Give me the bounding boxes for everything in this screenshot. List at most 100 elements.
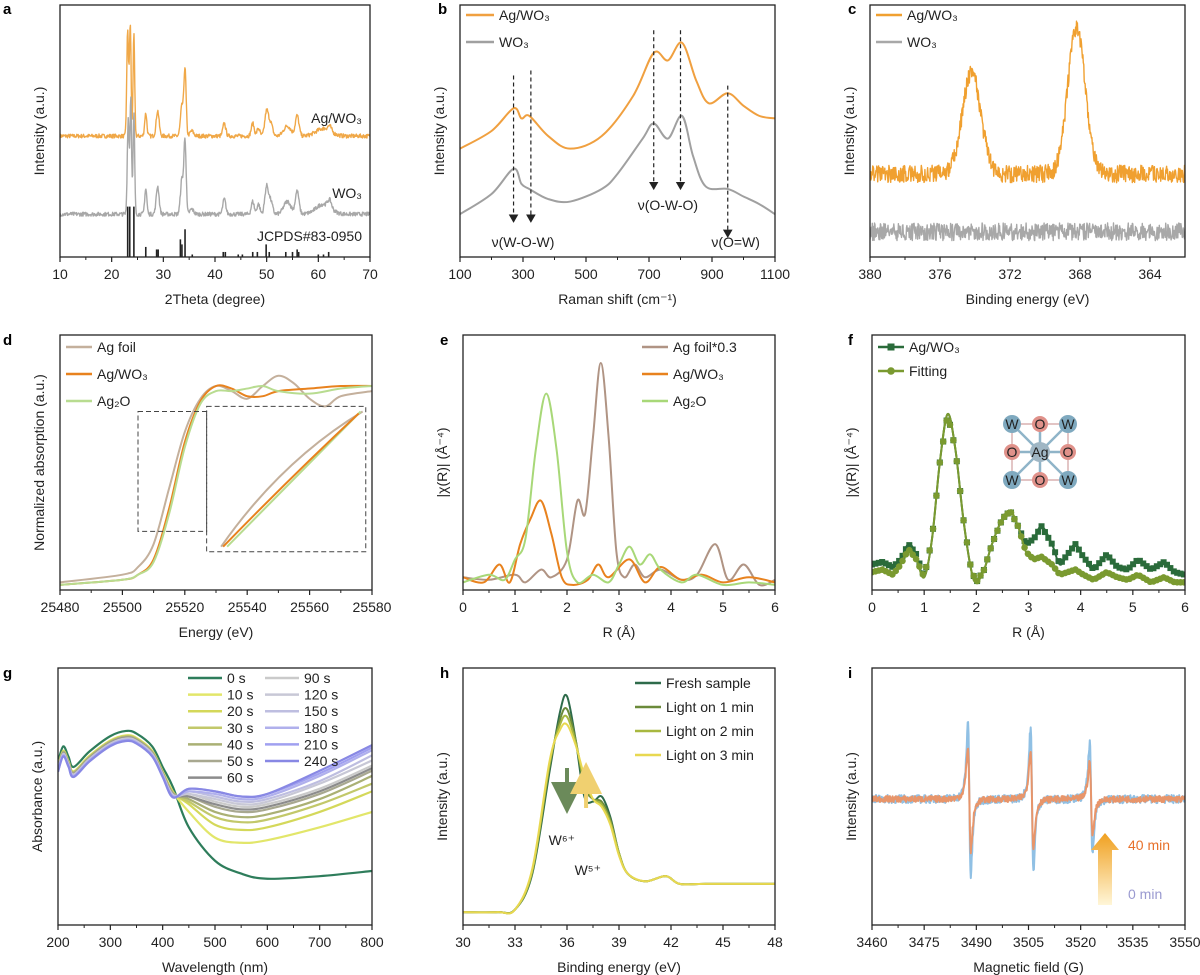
data-point xyxy=(892,561,899,568)
legend-label: Ag₂O xyxy=(673,393,707,409)
atom-label: O xyxy=(1063,444,1074,460)
data-point xyxy=(1109,558,1116,565)
data-point xyxy=(946,421,954,429)
series-line xyxy=(463,499,775,586)
tungsten-atom xyxy=(1003,471,1021,489)
data-point xyxy=(970,572,978,580)
data-point xyxy=(1092,564,1099,571)
data-point xyxy=(1143,563,1150,570)
legend-label: Ag/WO₃ xyxy=(499,7,550,23)
legend-label: WO₃ xyxy=(907,34,937,50)
legend-item: Ag₂O xyxy=(66,393,131,409)
data-point xyxy=(1011,515,1018,523)
atom-label: W xyxy=(1005,472,1019,488)
data-point xyxy=(1177,570,1184,577)
legend-item: 150 s xyxy=(265,703,338,719)
data-point xyxy=(1180,571,1185,578)
series-line xyxy=(870,222,1185,242)
inset-box xyxy=(206,405,367,553)
x-axis-label: Raman shift (cm⁻¹) xyxy=(558,291,677,307)
x-tick-label: 200 xyxy=(46,934,70,950)
plot-area xyxy=(60,374,372,586)
panel-e: e 0 1 2 3 4 5 6 R (Å) |χ(R)| (Å⁻⁴) Ag foil*0.3 Ag/W… xyxy=(434,332,779,640)
annotation: 40 min xyxy=(1128,837,1170,853)
legend-item: 40 s xyxy=(188,736,253,752)
annotation: W⁶⁺ xyxy=(549,832,575,848)
legend-item: Fitting xyxy=(878,363,947,379)
data-point xyxy=(1014,522,1022,530)
y-axis-label: Intensity (a.u.) xyxy=(431,87,447,176)
data-point xyxy=(1147,565,1154,572)
data-point xyxy=(1116,564,1123,571)
data-point xyxy=(1075,546,1082,553)
series-line xyxy=(463,722,775,915)
data-point xyxy=(1099,556,1106,563)
legend: Ag foil Ag/WO₃ Ag₂O xyxy=(66,339,148,409)
legend: Ag/WO₃ Fitting xyxy=(878,339,960,379)
legend-item: Ag/WO₃ xyxy=(878,339,960,355)
x-tick-label: 5 xyxy=(1129,599,1137,615)
data-point xyxy=(997,519,1005,526)
data-point xyxy=(1021,538,1028,545)
x-tick-label: 45 xyxy=(715,934,731,950)
series-line xyxy=(463,392,775,587)
data-point xyxy=(956,487,964,495)
legend-label: 20 s xyxy=(227,703,253,719)
atom-label: O xyxy=(1035,416,1046,432)
x-tick-label: 6 xyxy=(771,599,779,615)
x-tick-label: 0 xyxy=(459,599,467,615)
data-point xyxy=(994,527,1001,535)
atom-label: W xyxy=(1005,416,1019,432)
legend: Fresh sample Light on 1 min Light on 2 min… xyxy=(635,675,754,763)
atom-label: O xyxy=(1007,444,1018,460)
panel-b: b 100 300 500 700 900 1100 Raman shift (cm⁻¹) In… xyxy=(431,1,790,307)
data-point xyxy=(1119,565,1126,572)
atom-label: W xyxy=(1061,416,1075,432)
x-axis-label: Energy (eV) xyxy=(179,624,254,640)
x-tick-label: 25540 xyxy=(228,599,267,615)
data-point xyxy=(1058,558,1065,565)
legend-label: 210 s xyxy=(304,736,338,752)
y-axis-label: Intensity (a.u.) xyxy=(31,87,47,176)
data-point xyxy=(872,560,879,567)
data-point xyxy=(933,492,940,499)
data-point xyxy=(929,525,937,533)
data-point xyxy=(1157,561,1164,568)
data-point xyxy=(1140,560,1147,567)
x-tick-label: 500 xyxy=(574,266,598,282)
x-tick-label: 3490 xyxy=(961,934,992,950)
oxygen-atom xyxy=(1032,472,1048,488)
legend-label: Ag/WO₃ xyxy=(97,366,148,382)
panel-d: d 25480 25500 25520 25540 25560 25580 Energy (e… xyxy=(3,332,392,640)
plot-frame xyxy=(59,4,371,258)
data-point xyxy=(963,539,971,546)
legend-label: Light on 3 min xyxy=(666,747,754,763)
x-tick-label: 368 xyxy=(1068,266,1092,282)
data-point xyxy=(1028,537,1035,544)
data-point xyxy=(1102,552,1109,559)
data-point xyxy=(1031,534,1038,541)
data-point xyxy=(1062,554,1069,561)
legend-label: 10 s xyxy=(227,687,253,703)
x-tick-label: 1 xyxy=(511,599,519,615)
panel-letter: h xyxy=(440,665,449,682)
panel-letter: a xyxy=(3,1,12,18)
data-point xyxy=(1069,545,1076,552)
legend-label: Ag foil*0.3 xyxy=(673,339,737,355)
data-point xyxy=(990,535,998,543)
data-point xyxy=(1048,540,1055,547)
panel-f: f 0 1 2 3 4 5 6 R (Å) |χ(R)| (Å⁻⁴) Ag/WO₃ Fitting W W… xyxy=(843,332,1189,640)
data-point xyxy=(1150,565,1157,572)
x-tick-label: 380 xyxy=(858,266,882,282)
panel-letter: b xyxy=(438,1,447,18)
x-tick-label: 3 xyxy=(1025,599,1033,615)
data-point xyxy=(987,545,994,552)
data-point xyxy=(922,563,930,571)
x-tick-label: 5 xyxy=(719,599,727,615)
x-tick-label: 6 xyxy=(1181,599,1189,615)
x-axis-label: R (Å) xyxy=(1012,624,1045,640)
x-tick-label: 25500 xyxy=(103,599,142,615)
x-axis-label: R (Å) xyxy=(603,624,636,640)
y-axis-label: |χ(R)| (Å⁻⁴) xyxy=(843,427,859,497)
